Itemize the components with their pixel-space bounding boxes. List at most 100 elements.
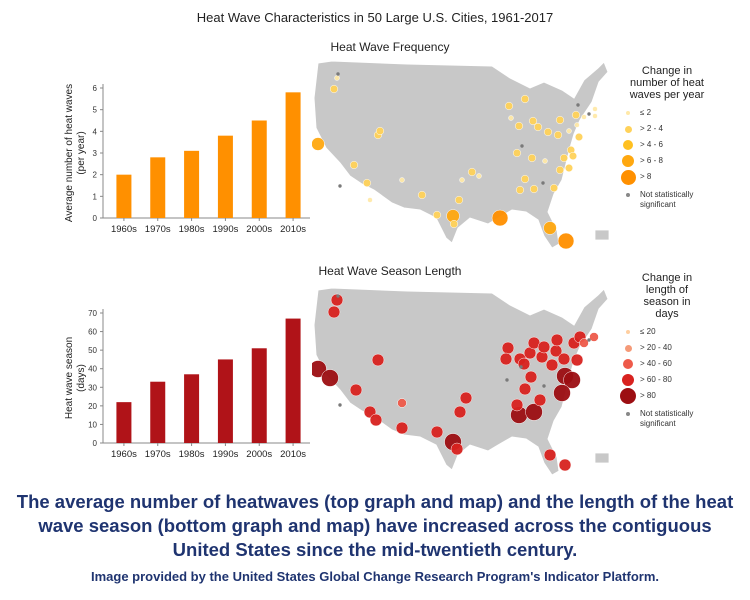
city-marker	[459, 177, 465, 183]
x-tick-label: 1990s	[212, 224, 238, 235]
city-marker	[449, 219, 459, 229]
y-tick-label: 20	[88, 402, 97, 411]
city-marker	[515, 185, 525, 195]
y-tick-label: 1	[93, 192, 98, 201]
x-tick-label: 1990s	[212, 449, 238, 460]
city-marker	[367, 197, 373, 203]
caption: The average number of heatwaves (top gra…	[16, 491, 734, 560]
x-tick-label: 1960s	[111, 224, 137, 235]
y-tick-label: 3	[93, 149, 98, 158]
bar	[251, 120, 267, 218]
city-marker	[574, 132, 584, 142]
x-tick-label: 2010s	[280, 224, 306, 235]
city-marker	[430, 425, 444, 439]
city-marker	[553, 384, 571, 402]
city-marker	[558, 458, 572, 472]
y-tick-label: 0	[93, 439, 98, 448]
y-tick-label: 60	[88, 328, 97, 337]
city-marker	[329, 84, 339, 94]
city-marker	[520, 174, 530, 184]
x-tick-label: 1970s	[145, 224, 171, 235]
city-marker	[542, 158, 548, 164]
city-marker	[520, 94, 530, 104]
y-tick-label: 4	[93, 127, 98, 136]
city-marker	[571, 110, 581, 120]
city-marker	[467, 167, 477, 177]
city-marker	[453, 405, 467, 419]
y-axis-label: Heat wave season (days)	[64, 337, 87, 419]
y-tick-label: 40	[88, 365, 97, 374]
bar	[217, 359, 233, 443]
legend-label: > 4 - 6	[640, 140, 663, 149]
city-marker-not-significant	[587, 338, 591, 342]
legend-label: > 40 - 60	[640, 359, 672, 368]
city-marker	[592, 106, 598, 112]
city-marker	[543, 221, 557, 235]
bar	[116, 402, 132, 443]
x-tick-label: 1980s	[179, 224, 205, 235]
city-marker-not-significant	[519, 365, 523, 369]
legend-swatch	[624, 344, 632, 352]
city-marker	[369, 413, 383, 427]
city-marker	[312, 137, 325, 151]
city-marker	[375, 126, 385, 136]
bar	[150, 157, 166, 218]
frequency-title: Heat Wave Frequency	[330, 40, 450, 54]
legend-label: > 2 - 4	[640, 124, 663, 133]
city-marker-not-significant	[520, 144, 524, 148]
bar	[150, 381, 166, 443]
legend-swatch	[622, 374, 634, 386]
legend-label: Not statistically significant	[640, 190, 694, 209]
city-marker	[525, 403, 543, 421]
city-marker	[533, 393, 547, 407]
legend-swatch	[626, 330, 630, 334]
city-marker-not-significant	[576, 103, 580, 107]
legend-swatch	[626, 412, 630, 416]
frequency-legend: Change in number of heat waves per year …	[612, 65, 722, 210]
legend-swatch	[623, 359, 633, 369]
city-marker	[528, 116, 538, 126]
city-marker	[504, 101, 514, 111]
legend-swatch	[620, 169, 636, 185]
city-marker	[395, 421, 409, 435]
legend-swatch	[626, 193, 630, 197]
frequency-bar-chart: 0 1 2 3 4 5 6 1960s 1970s 1980s 1990s 2000s 2010s Ave…	[64, 84, 310, 235]
city-marker	[510, 398, 524, 412]
city-marker	[476, 173, 482, 179]
city-marker	[334, 75, 340, 81]
city-marker	[349, 383, 363, 397]
x-tick-label: 1980s	[179, 449, 205, 460]
city-marker-not-significant	[338, 403, 342, 407]
legend-swatch	[626, 111, 630, 115]
city-marker	[570, 353, 584, 367]
x-tick-label: 2010s	[280, 449, 306, 460]
y-axis-label-line: Average number of heat waves	[64, 84, 75, 222]
y-axis-label: Average number of heat waves (per year)	[64, 84, 87, 222]
legend-label: > 60 - 80	[640, 375, 672, 384]
legend-label: > 80	[640, 391, 656, 400]
city-marker	[518, 382, 532, 396]
legend-label: ≤ 20	[640, 327, 656, 336]
city-marker	[557, 352, 571, 366]
y-tick-label: 2	[93, 171, 98, 180]
city-marker	[529, 184, 539, 194]
city-marker	[563, 371, 581, 389]
city-marker	[589, 332, 599, 342]
legend-label: > 20 - 40	[640, 343, 672, 352]
city-marker	[327, 305, 341, 319]
image-credit: Image provided by the United States Glob…	[90, 569, 659, 584]
legend-swatch	[624, 125, 632, 133]
city-marker	[362, 178, 372, 188]
x-tick-label: 2000s	[246, 449, 272, 460]
bar	[251, 348, 267, 443]
city-marker	[371, 353, 385, 367]
legend-label: > 6 - 8	[640, 156, 663, 165]
legend-label: Not statistically significant	[640, 409, 694, 428]
y-axis-label-line: Heat wave season	[64, 337, 75, 419]
legend-swatch	[623, 140, 633, 150]
city-marker	[564, 163, 574, 173]
city-marker	[545, 358, 559, 372]
city-marker	[557, 232, 575, 250]
city-marker	[549, 183, 559, 193]
legend-label: ≤ 2	[640, 108, 652, 117]
